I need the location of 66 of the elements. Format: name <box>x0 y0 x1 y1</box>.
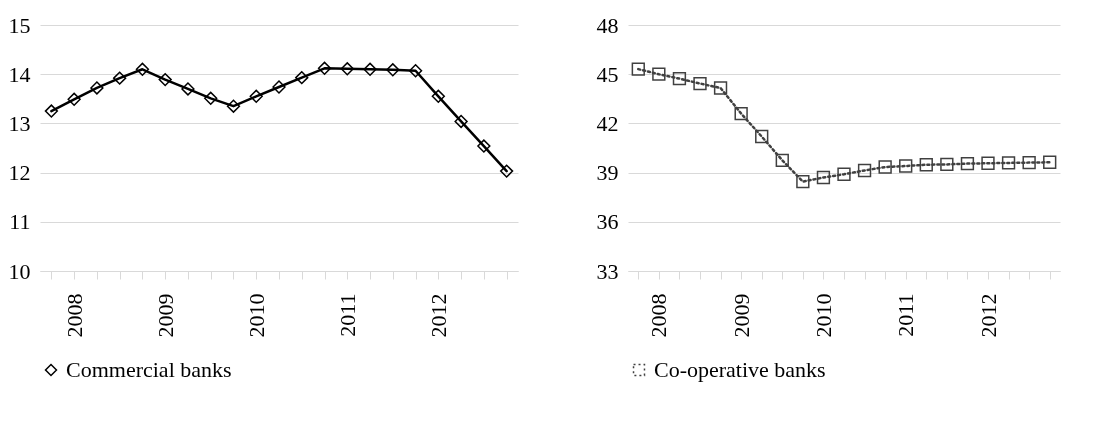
y-tick-label: 39 <box>596 160 619 186</box>
point <box>386 63 400 77</box>
x-tick-label: 2008 <box>646 293 672 338</box>
point <box>878 160 892 174</box>
y-tick-label: 15 <box>8 12 31 38</box>
point <box>67 92 81 106</box>
x-tick-label: 2010 <box>243 293 269 338</box>
point <box>837 167 851 181</box>
point <box>816 170 831 185</box>
point <box>755 129 769 144</box>
point <box>249 89 263 104</box>
y-tick-label: 12 <box>8 160 31 186</box>
y-tick-label: 13 <box>8 110 31 136</box>
point <box>631 62 645 76</box>
point <box>454 114 468 129</box>
x-tick-label: 2011 <box>893 293 919 337</box>
point <box>652 67 666 81</box>
point <box>919 158 933 172</box>
x-tick-label: 2011 <box>334 293 360 337</box>
point <box>693 76 707 91</box>
point <box>317 61 332 75</box>
point <box>158 72 172 87</box>
y-tick-label: 36 <box>596 209 619 235</box>
point <box>672 71 687 86</box>
y-tick-label: 10 <box>8 258 31 284</box>
x-tick-label: 2012 <box>975 293 1001 338</box>
point <box>1001 156 1016 170</box>
y-tick-label: 48 <box>596 12 619 38</box>
point <box>857 163 872 178</box>
point <box>226 99 241 113</box>
point <box>340 62 354 76</box>
point <box>363 62 377 76</box>
point <box>981 156 995 170</box>
y-tick-label: 11 <box>9 209 31 235</box>
point <box>272 80 286 94</box>
point <box>899 159 913 173</box>
legend-label: Co-operative banks <box>654 357 826 382</box>
point <box>734 106 748 121</box>
point <box>477 139 491 153</box>
point <box>1043 155 1057 169</box>
point <box>90 81 104 95</box>
y-tick-label: 42 <box>596 110 619 136</box>
x-tick-label: 2008 <box>61 293 87 338</box>
x-tick-label: 2009 <box>728 293 754 338</box>
point <box>1022 155 1036 170</box>
point <box>499 164 514 178</box>
point <box>796 174 810 189</box>
point <box>960 156 975 171</box>
point <box>181 82 195 96</box>
point <box>408 64 423 78</box>
x-tick-label: 2012 <box>425 293 451 338</box>
point <box>713 81 728 95</box>
point <box>204 91 218 105</box>
point <box>113 71 127 85</box>
point <box>295 70 309 85</box>
x-tick-label: 2009 <box>152 293 178 338</box>
point <box>135 62 150 76</box>
y-tick-label: 33 <box>596 258 619 284</box>
point <box>940 157 954 172</box>
x-tick-label: 2010 <box>810 293 836 338</box>
y-tick-label: 45 <box>596 61 619 87</box>
point <box>44 104 59 118</box>
point <box>431 89 445 104</box>
legend-label: Commercial banks <box>66 357 232 382</box>
point <box>775 153 789 167</box>
y-tick-label: 14 <box>8 61 31 87</box>
